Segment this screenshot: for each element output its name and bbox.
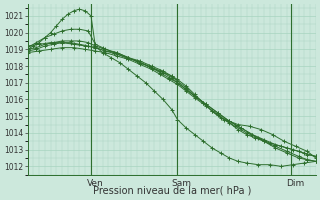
Text: Ven: Ven	[87, 179, 104, 188]
X-axis label: Pression niveau de la mer( hPa ): Pression niveau de la mer( hPa )	[92, 186, 251, 196]
Text: Sam: Sam	[172, 179, 192, 188]
Text: Dim: Dim	[286, 179, 305, 188]
